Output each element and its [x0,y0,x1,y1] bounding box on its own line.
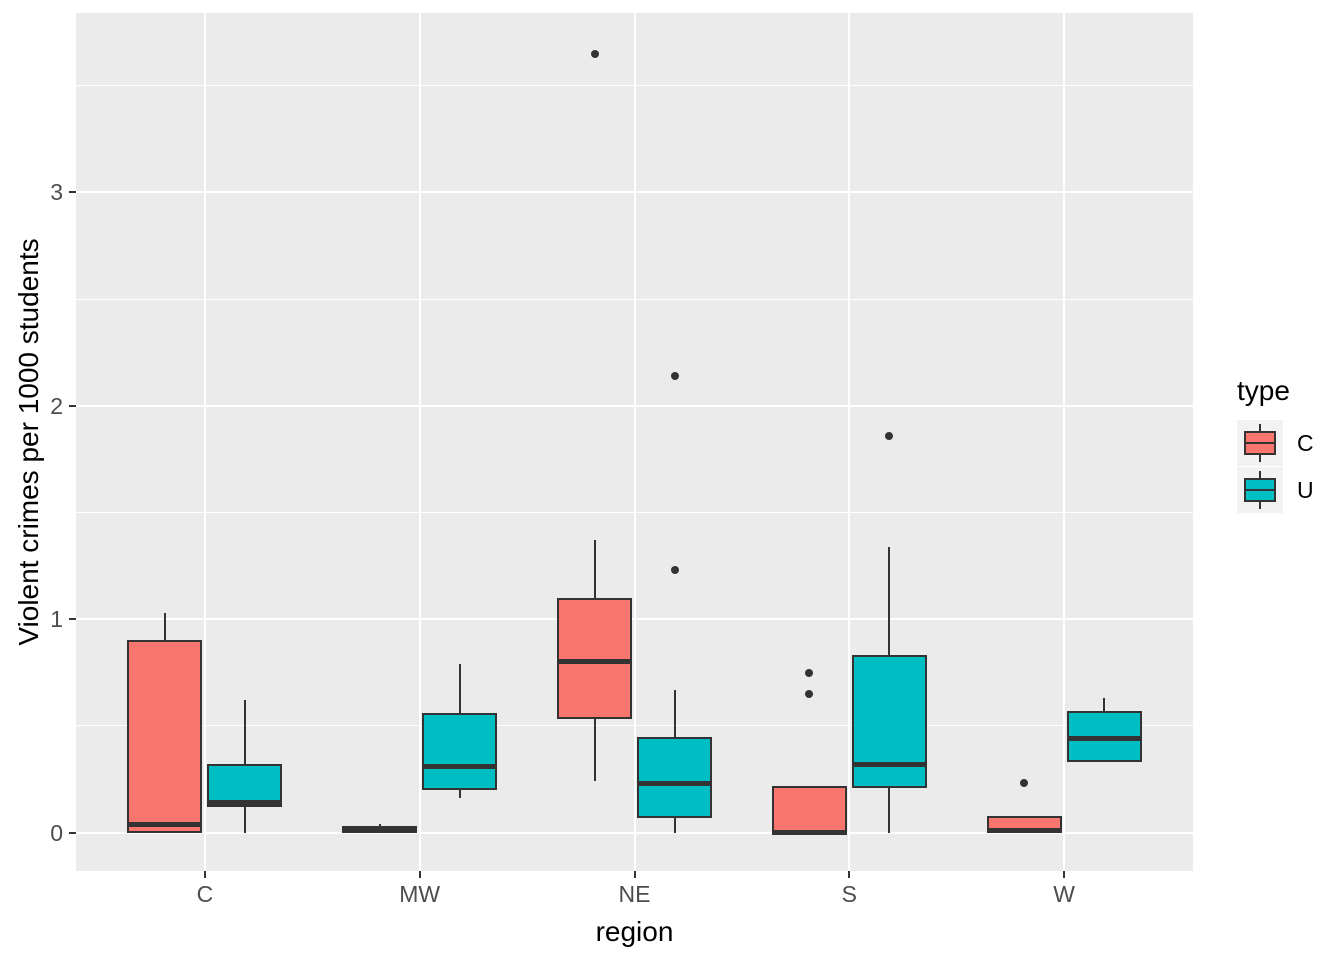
box-U-NE [637,736,712,818]
box-U-MW [422,713,498,790]
gridline-major-vertical [203,13,206,871]
whisker-upper-C-C [163,612,166,641]
outlier-point-U-NE [670,566,679,575]
legend-label-U: U [1297,476,1314,503]
y-tick-mark [69,191,76,194]
whisker-lower-U-NE [673,817,676,833]
x-tick-mark [633,871,636,878]
gridline-major-vertical [1063,13,1066,871]
median-C-S [771,830,847,836]
median-C-W [986,827,1062,833]
legend-key-median-icon [1246,442,1274,444]
median-C-C [127,821,203,827]
box-C-S [771,785,847,833]
box-U-C [207,764,283,807]
gridline-major-vertical [848,13,851,871]
whisker-lower-U-S [888,787,891,833]
median-C-MW [342,827,418,833]
y-tick-label: 0 [50,819,63,846]
x-tick-label: S [841,881,857,907]
y-axis-title: Violent crimes per 1000 students [13,238,44,646]
median-U-MW [422,763,498,769]
x-tick-mark [418,871,421,878]
outlier-point-C-S [805,668,814,677]
whisker-upper-U-C [243,700,246,765]
legend-label-C: C [1297,429,1314,456]
y-tick-mark [69,404,76,407]
whisker-upper-U-NE [673,689,676,737]
x-tick-mark [203,871,206,878]
box-C-C [127,640,203,833]
whisker-upper-U-MW [458,663,461,714]
whisker-upper-C-NE [593,540,596,598]
box-U-S [851,655,927,788]
legend-key-C [1237,420,1283,466]
outlier-point-U-NE [670,371,679,380]
median-U-S [851,761,927,767]
gridline-major-vertical [418,13,421,871]
x-axis-title: region [595,916,674,947]
whisker-lower-U-MW [458,789,461,799]
y-tick-label: 3 [50,179,63,206]
legend-title: type [1237,375,1290,406]
median-U-W [1066,736,1142,742]
outlier-point-C-S [805,689,814,698]
median-U-C [207,800,283,806]
box-C-NE [557,597,632,720]
whisker-upper-U-S [888,546,891,656]
y-tick-mark [69,831,76,834]
x-tick-mark [848,871,851,878]
legend-key-median-icon [1246,489,1274,491]
plot-panel [76,13,1193,871]
legend-key-U [1237,467,1283,513]
outlier-point-C-W [1020,779,1029,788]
x-tick-label: C [196,881,214,907]
y-tick-label: 1 [50,606,63,633]
median-C-NE [557,659,632,665]
whisker-lower-U-C [243,806,246,833]
legend-entry-C: C [1237,420,1314,466]
gridline-major-vertical [633,13,636,871]
x-tick-label: NE [618,881,651,907]
outlier-point-C-NE [590,49,599,58]
whisker-lower-C-NE [593,719,596,782]
legend-entry-U: U [1237,467,1314,513]
x-tick-mark [1063,871,1066,878]
x-tick-label: MW [399,881,441,907]
y-tick-mark [69,618,76,621]
x-tick-label: W [1053,881,1075,907]
outlier-point-U-S [885,431,894,440]
whisker-upper-C-MW [378,824,381,827]
whisker-upper-U-W [1103,698,1106,711]
y-tick-label: 2 [50,392,63,419]
median-U-NE [637,780,712,786]
